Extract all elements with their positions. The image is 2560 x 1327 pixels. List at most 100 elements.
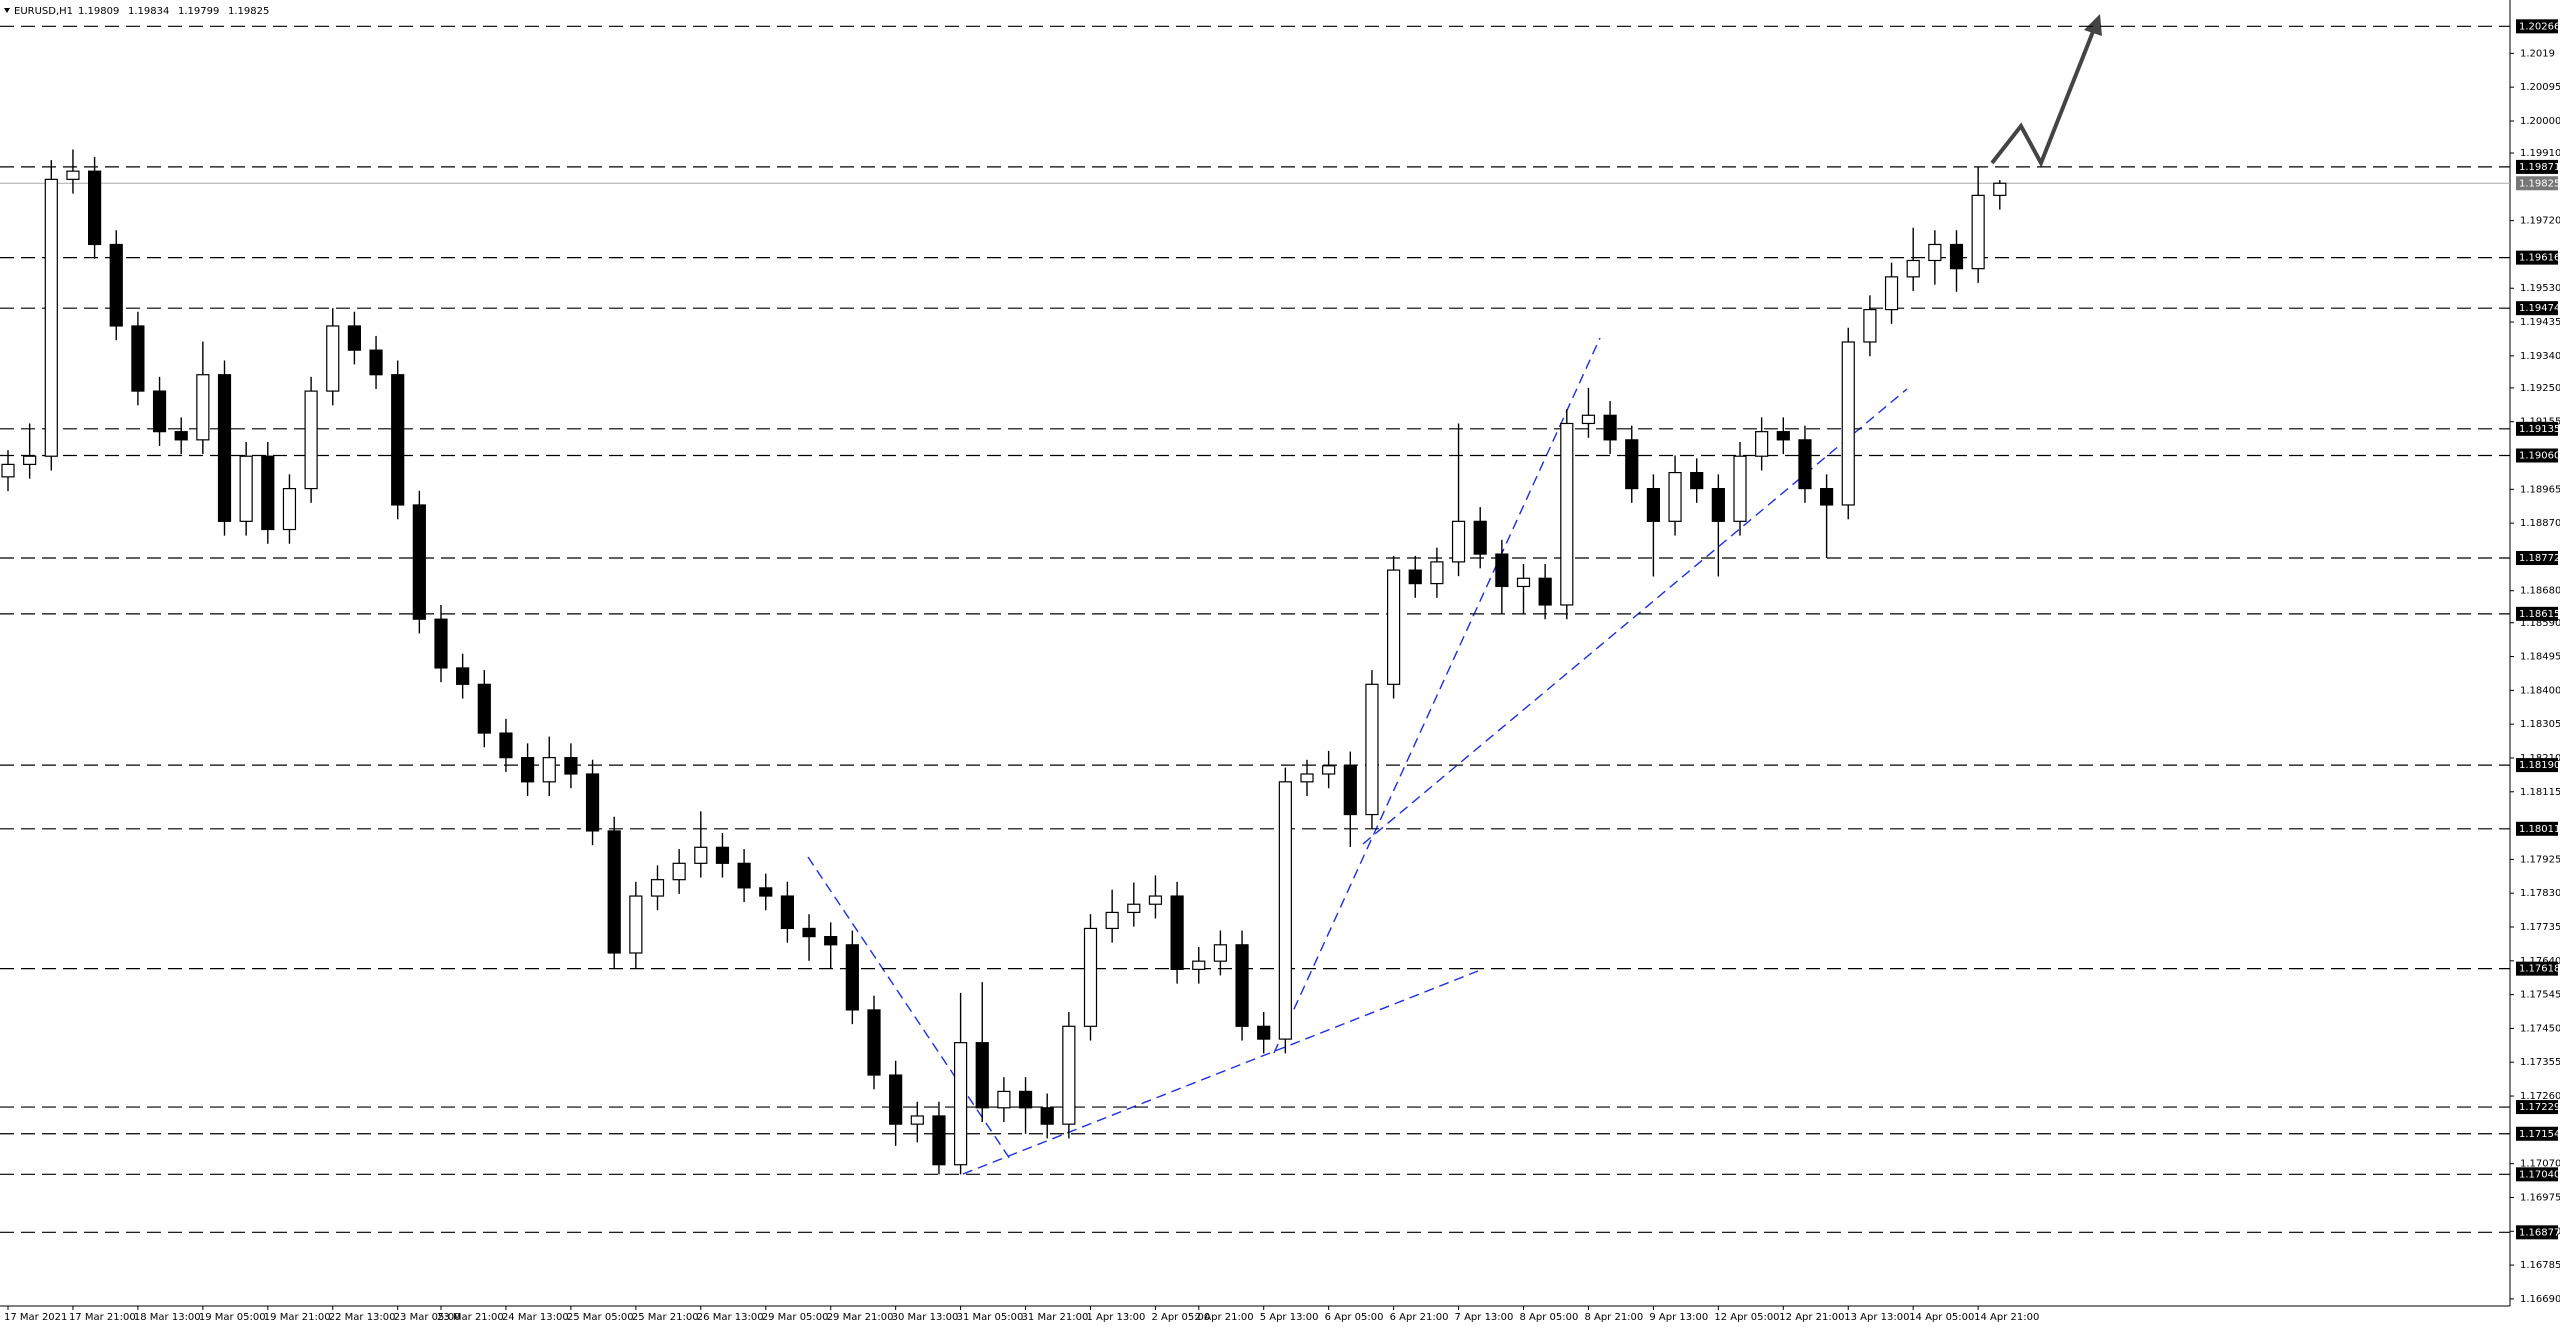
level-label-box — [2516, 1100, 2558, 1115]
candle-body-down — [347, 325, 361, 351]
y-tick-label: 1.16785 — [2520, 1260, 2560, 1271]
candle-body-down — [607, 830, 621, 954]
candle-body-up — [650, 879, 665, 897]
candle-body-up — [1062, 1025, 1076, 1125]
level-label: 1.17154 — [2519, 1129, 2560, 1140]
menu-triangle — [4, 8, 10, 13]
level-label: 1.18190 — [2519, 760, 2560, 771]
candle-body-down — [867, 1009, 881, 1076]
candle-body-up — [1105, 911, 1119, 930]
candle-body-up — [1906, 259, 1920, 278]
header-value: 1.19799 — [178, 6, 219, 17]
x-tick-label: 19 Mar 21:00 — [264, 1312, 331, 1323]
candle-body-up — [1451, 520, 1466, 563]
candle-body-up — [239, 455, 253, 522]
candle-body-up — [1430, 561, 1444, 585]
x-tick-label: 7 Apr 13:00 — [1455, 1312, 1514, 1323]
trendline — [1362, 388, 1908, 845]
bid-label-box — [2516, 176, 2558, 191]
y-tick-label: 1.19910 — [2520, 148, 2560, 159]
trendline — [1273, 337, 1601, 1054]
x-tick-label: 6 Apr 05:00 — [1325, 1312, 1384, 1323]
candle-body-up — [1322, 765, 1336, 775]
x-tick-label: 1 Apr 13:00 — [1087, 1312, 1146, 1323]
level-label: 1.19135 — [2519, 424, 2560, 435]
level-label-box — [2516, 961, 2558, 976]
bid-label: 1.19825 — [2519, 178, 2560, 189]
level-label: 1.17040 — [2519, 1169, 2560, 1180]
candle-body-up — [1928, 243, 1942, 262]
candle-body-up — [1841, 341, 1855, 506]
x-tick-label: 12 Apr 05:00 — [1714, 1312, 1779, 1323]
y-tick-label: 1.17925 — [2520, 854, 2560, 865]
projection-path — [1990, 23, 2098, 168]
y-tick-label: 1.17070 — [2520, 1159, 2560, 1170]
x-tick-label: 29 Mar 21:00 — [827, 1312, 894, 1323]
y-tick-label: 1.17450 — [2520, 1023, 2560, 1034]
candle-body-up — [1755, 431, 1769, 457]
y-tick-label: 1.19250 — [2520, 383, 2560, 394]
candle-body-up — [1192, 960, 1206, 970]
x-tick-label: 14 Apr 05:00 — [1909, 1312, 1974, 1323]
candle-body-down — [737, 862, 751, 889]
candle-body-up — [1581, 414, 1596, 425]
trendline — [962, 970, 1479, 1175]
arrow-head — [2084, 14, 2102, 36]
candle-body-up — [1971, 194, 1985, 270]
candle-body-down — [564, 757, 578, 775]
x-tick-label: 22 Mar 13:00 — [329, 1312, 396, 1323]
candle-body-down — [109, 243, 123, 327]
level-label-box — [2516, 1167, 2558, 1182]
candle-body-down — [1170, 895, 1184, 970]
candle-body-down — [1257, 1025, 1271, 1040]
candle-body-up — [910, 1115, 924, 1125]
y-tick-label: 1.18870 — [2520, 518, 2560, 529]
candle-body-down — [391, 374, 405, 506]
candle-body-down — [975, 1042, 989, 1109]
level-label: 1.16877 — [2519, 1227, 2560, 1238]
trendlines — [807, 337, 1908, 1175]
header-value: 1.19834 — [128, 6, 169, 17]
x-tick-label: 18 Mar 13:00 — [134, 1312, 201, 1323]
candle-body-up — [1365, 683, 1379, 816]
level-label-box — [2516, 19, 2558, 34]
level-label: 1.19871 — [2519, 162, 2560, 173]
candle-body-down — [889, 1074, 903, 1125]
level-label: 1.19616 — [2519, 253, 2560, 264]
level-label-box — [2516, 606, 2558, 621]
candle-body-up — [66, 170, 80, 180]
candle-body-up — [44, 178, 58, 457]
header-value: 1.19825 — [228, 6, 269, 17]
candle-body-down — [1495, 553, 1509, 588]
level-label: 1.19060 — [2519, 450, 2560, 461]
x-tick-label: 2 Apr 21:00 — [1195, 1312, 1254, 1323]
candle-body-down — [932, 1115, 946, 1166]
x-tick-label: 19 Mar 05:00 — [199, 1312, 266, 1323]
candle-body-down — [1343, 765, 1357, 816]
candle-body-down — [824, 936, 838, 946]
candle-body-up — [542, 757, 556, 783]
level-label-box — [2516, 758, 2558, 773]
candle-body-down — [1538, 577, 1552, 606]
y-tick-label: 1.17260 — [2520, 1091, 2560, 1102]
y-tick-label: 1.18680 — [2520, 586, 2560, 597]
y-tick-label: 1.19340 — [2520, 351, 2560, 362]
y-tick-label: 1.20000 — [2520, 116, 2560, 127]
trendline — [807, 856, 1013, 1163]
candle-body-up — [1, 463, 15, 478]
candle-body-down — [1473, 520, 1487, 555]
candle-body-down — [802, 927, 816, 938]
x-tick-label: 13 Apr 13:00 — [1844, 1312, 1909, 1323]
x-tick-label: 25 Mar 21:00 — [632, 1312, 699, 1323]
candle-body-up — [1733, 455, 1747, 522]
x-tick-label: 25 Mar 05:00 — [567, 1312, 634, 1323]
candle-body-up — [1213, 944, 1228, 962]
level-label: 1.17229 — [2519, 1102, 2560, 1113]
candle-body-down — [152, 390, 167, 433]
x-tick-label: 5 Apr 13:00 — [1260, 1312, 1319, 1323]
level-label-box — [2516, 159, 2558, 174]
candle-body-down — [520, 757, 535, 783]
level-label-box — [2516, 448, 2558, 463]
